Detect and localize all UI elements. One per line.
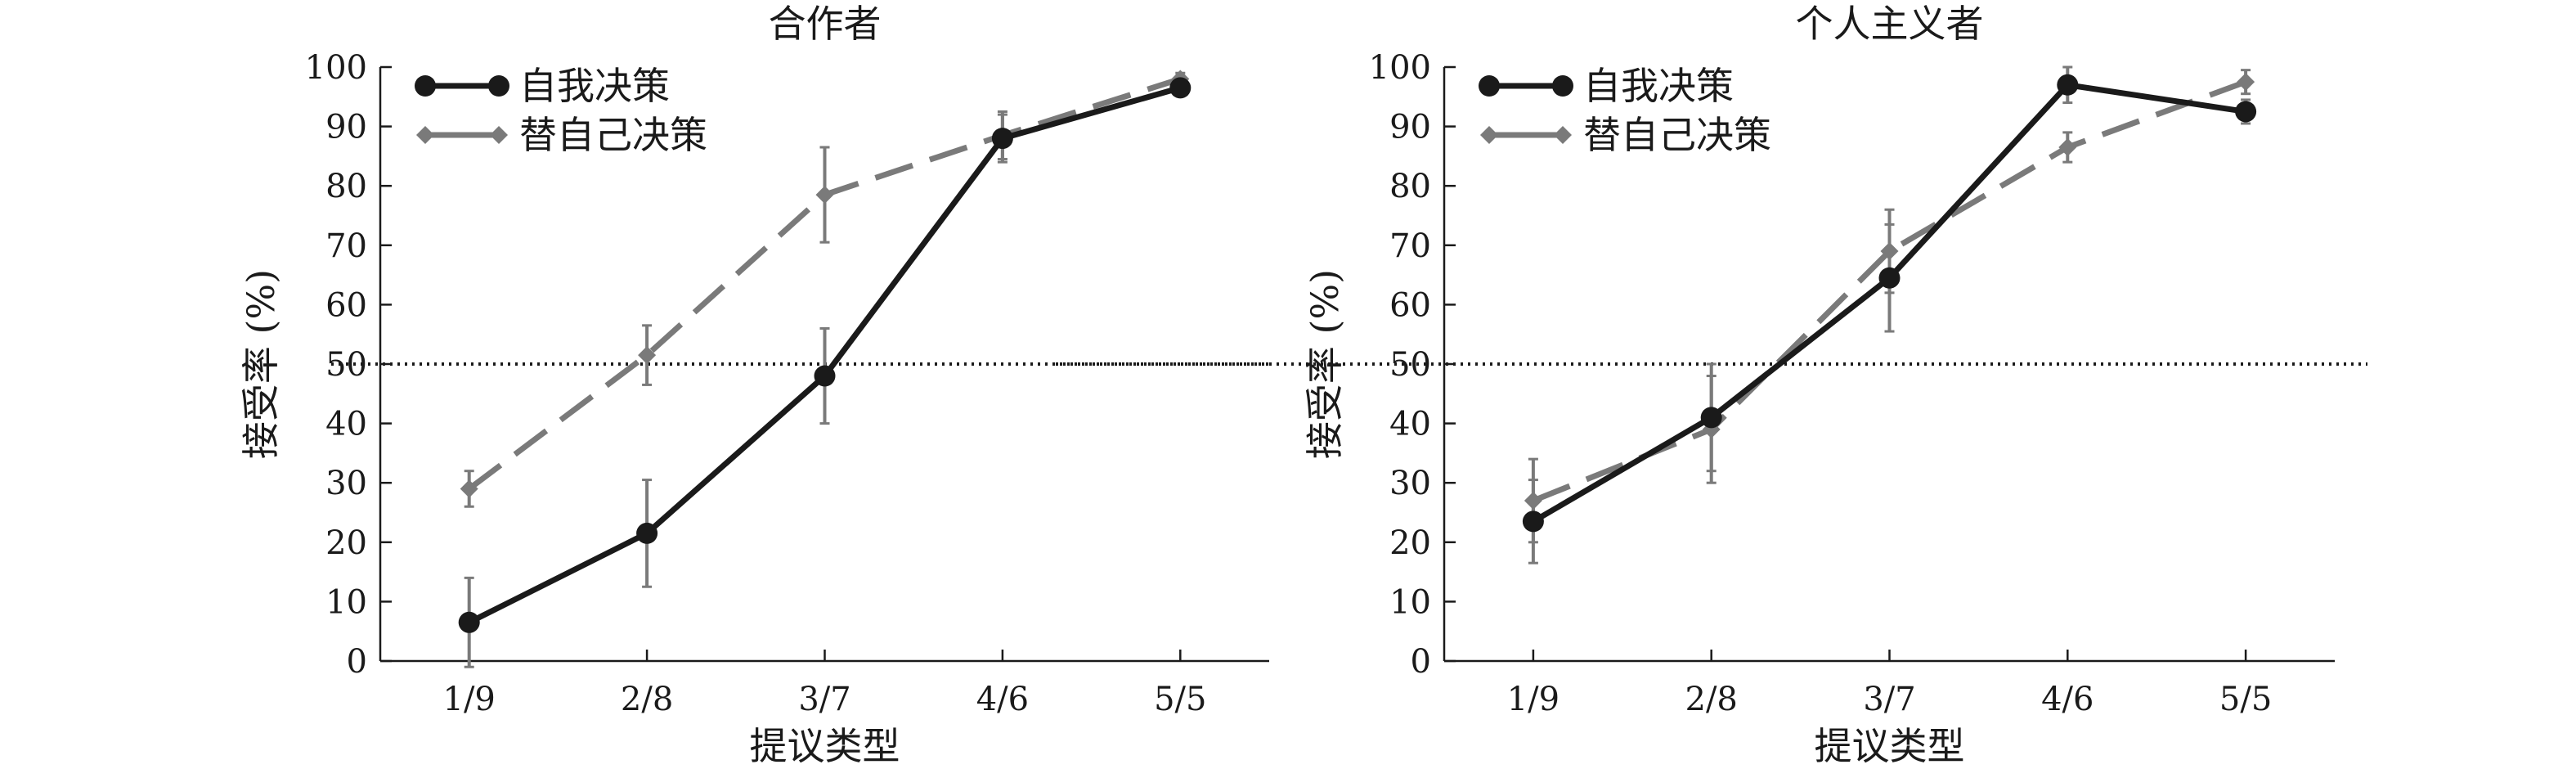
y-tick-label: 80 bbox=[325, 168, 367, 205]
data-point bbox=[636, 522, 658, 544]
legend-marker bbox=[1480, 126, 1498, 144]
y-tick-label: 0 bbox=[347, 643, 367, 681]
y-tick-label: 60 bbox=[1389, 286, 1431, 324]
x-tick-label: 4/6 bbox=[976, 681, 1029, 718]
y-tick-label: 70 bbox=[1389, 227, 1431, 265]
data-point bbox=[991, 128, 1013, 150]
x-tick-label: 5/5 bbox=[1154, 681, 1206, 718]
data-point bbox=[1522, 510, 1544, 533]
x-axis-label: 提议类型 bbox=[1815, 724, 1965, 768]
legend-marker bbox=[1552, 75, 1573, 97]
y-tick-label: 100 bbox=[1369, 49, 1431, 87]
legend-label: 替自己决策 bbox=[519, 113, 707, 157]
y-tick-label: 30 bbox=[325, 465, 367, 502]
data-point bbox=[458, 611, 480, 633]
y-tick-label: 10 bbox=[325, 583, 367, 621]
data-point bbox=[638, 346, 657, 365]
y-axis-label: 接受率 (%) bbox=[239, 269, 283, 459]
y-tick-label: 80 bbox=[1389, 168, 1431, 205]
series-for-self-decision bbox=[460, 70, 1190, 508]
x-tick-label: 4/6 bbox=[2041, 681, 2094, 718]
series-self-decision bbox=[458, 77, 1192, 668]
data-point bbox=[2235, 101, 2257, 123]
legend-marker bbox=[416, 126, 434, 144]
x-axis-label: 提议类型 bbox=[750, 724, 900, 768]
data-point bbox=[815, 186, 834, 205]
legend-marker bbox=[415, 75, 436, 97]
legend-marker bbox=[490, 126, 508, 144]
y-tick-label: 90 bbox=[1389, 109, 1431, 146]
legend-marker bbox=[1479, 75, 1500, 97]
data-point bbox=[1700, 407, 1722, 429]
legend-label: 替自己决策 bbox=[1583, 113, 1771, 157]
x-tick-label: 3/7 bbox=[798, 681, 850, 718]
data-point bbox=[2057, 74, 2079, 96]
y-tick-label: 40 bbox=[325, 406, 367, 443]
y-tick-label: 90 bbox=[325, 109, 367, 146]
data-point bbox=[2058, 138, 2077, 157]
legend-item: 替自己决策 bbox=[416, 113, 707, 157]
x-tick-label: 5/5 bbox=[2219, 681, 2272, 718]
x-tick-label: 3/7 bbox=[1863, 681, 1915, 718]
legend-marker bbox=[1554, 126, 1572, 144]
chart-title: 个人主义者 bbox=[1796, 2, 1984, 46]
data-point bbox=[2237, 73, 2255, 92]
y-tick-label: 10 bbox=[1389, 583, 1431, 621]
legend-label: 自我决策 bbox=[1583, 64, 1734, 108]
x-tick-label: 1/9 bbox=[443, 681, 496, 718]
x-tick-label: 2/8 bbox=[621, 681, 673, 718]
legend-label: 自我决策 bbox=[519, 64, 670, 108]
data-point bbox=[814, 365, 836, 387]
legend-item: 自我决策 bbox=[1479, 64, 1734, 108]
y-tick-label: 100 bbox=[305, 49, 367, 87]
x-tick-label: 2/8 bbox=[1685, 681, 1738, 718]
legend-marker bbox=[488, 75, 509, 97]
y-axis-label: 接受率 (%) bbox=[1303, 269, 1347, 459]
legend-item: 自我决策 bbox=[415, 64, 670, 108]
chart-title: 合作者 bbox=[769, 2, 882, 46]
legend-item: 替自己决策 bbox=[1480, 113, 1771, 157]
data-point bbox=[460, 479, 478, 498]
data-point bbox=[1169, 77, 1192, 99]
x-tick-label: 1/9 bbox=[1507, 681, 1560, 718]
data-point bbox=[1878, 267, 1901, 289]
series-self-decision bbox=[1522, 65, 2257, 564]
y-tick-label: 20 bbox=[1389, 524, 1431, 562]
y-tick-label: 60 bbox=[325, 286, 367, 324]
y-tick-label: 0 bbox=[1411, 643, 1431, 681]
y-tick-label: 40 bbox=[1389, 406, 1431, 443]
y-tick-label: 70 bbox=[325, 227, 367, 265]
y-tick-label: 20 bbox=[325, 524, 367, 562]
y-tick-label: 30 bbox=[1389, 465, 1431, 502]
